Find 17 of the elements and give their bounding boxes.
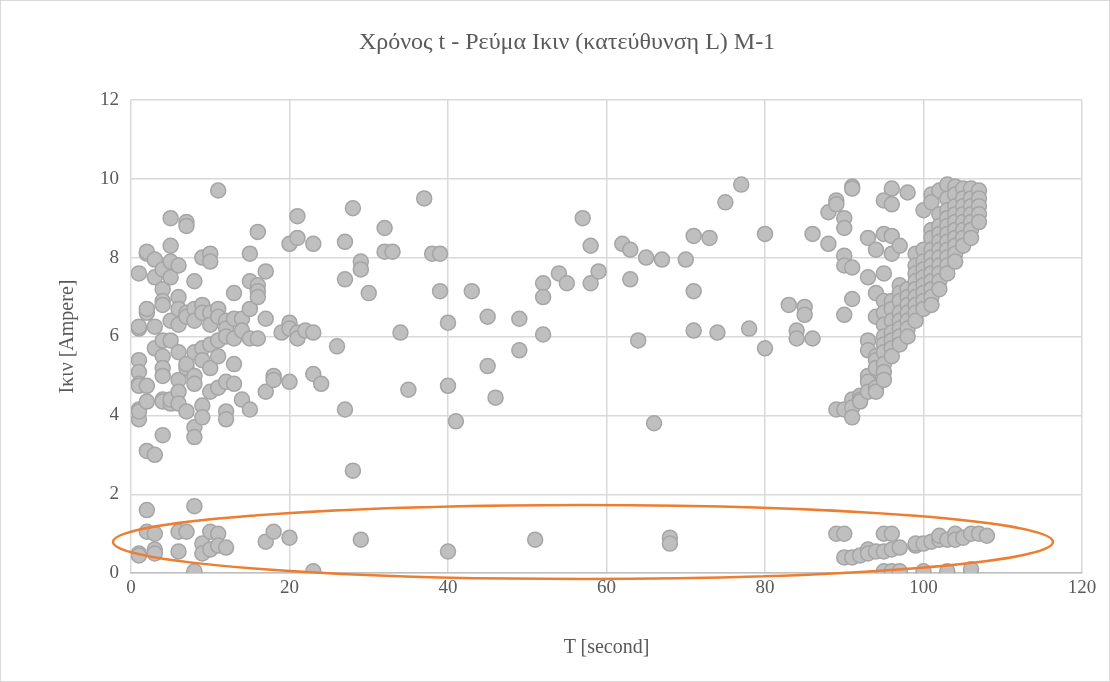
x-tick-label: 20: [280, 575, 299, 597]
chart-title: Χρόνος t - Ρεύμα Ικιν (κατεύθυνση L) M-1: [358, 27, 776, 54]
x-tick-label: 60: [597, 575, 616, 597]
y-axis-title: Ικιν [Ampere]: [55, 279, 79, 394]
x-tick-label: 120: [1067, 575, 1097, 597]
y-tick-label: 0: [109, 561, 119, 583]
x-tick-label: 80: [755, 575, 775, 597]
y-tick-label: 4: [109, 403, 120, 425]
x-tick-label: 40: [438, 575, 458, 597]
x-tick-label: 0: [126, 575, 136, 597]
y-tick-label: 8: [109, 245, 119, 267]
y-tick-label: 6: [109, 324, 119, 346]
y-tick-label: 10: [100, 166, 119, 188]
x-tick-label: 100: [909, 575, 938, 597]
y-tick-label: 12: [100, 87, 119, 109]
y-tick-label: 2: [109, 482, 119, 504]
x-axis-title: T [second]: [563, 635, 650, 658]
